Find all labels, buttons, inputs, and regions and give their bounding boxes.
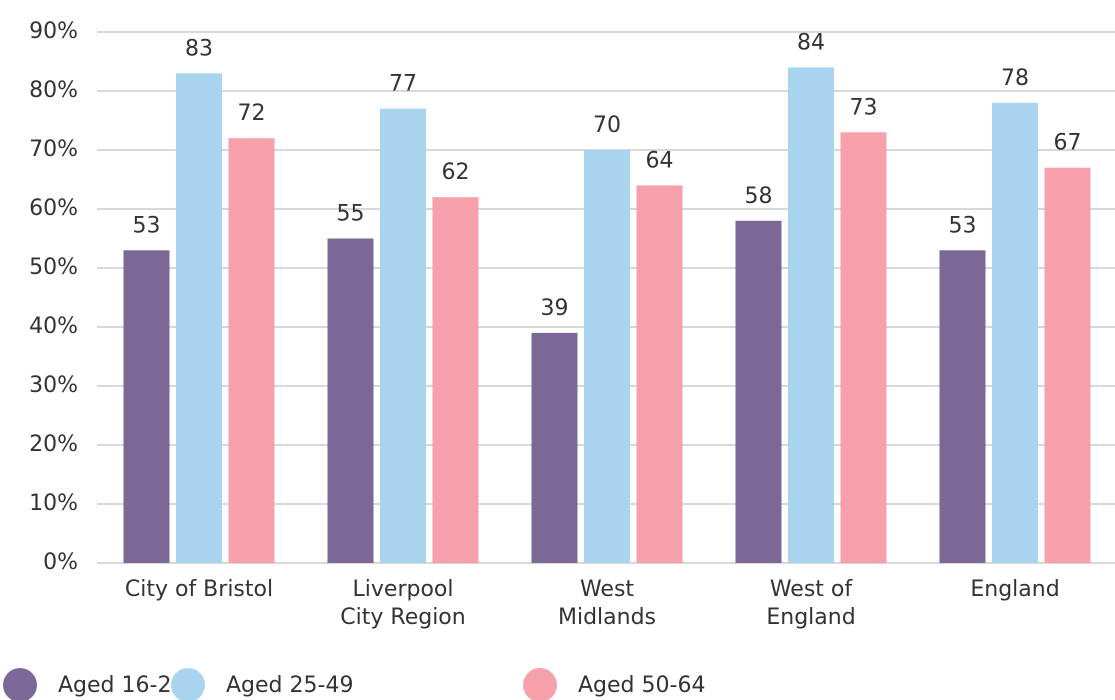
- legend-marker: [171, 668, 205, 700]
- data-label: 53: [949, 213, 977, 238]
- y-tick-label: 0%: [43, 550, 78, 575]
- bar: [123, 250, 170, 564]
- legend-marker: [3, 668, 37, 700]
- bar: [992, 102, 1038, 564]
- bar: [788, 67, 834, 564]
- y-tick-label: 80%: [29, 78, 78, 103]
- x-tick-label: West Midlands: [557, 577, 657, 630]
- data-label: 53: [133, 213, 161, 238]
- y-tick-label: 90%: [29, 19, 78, 44]
- y-tick-label: 70%: [29, 137, 78, 162]
- data-label: 84: [797, 30, 825, 55]
- y-tick-label: 50%: [29, 255, 78, 280]
- data-label: 58: [745, 184, 773, 209]
- data-label: 70: [593, 113, 621, 138]
- legend-marker: [523, 668, 557, 700]
- y-tick-label: 60%: [29, 196, 78, 221]
- bar: [432, 197, 479, 563]
- bar: [327, 238, 374, 563]
- data-label: 73: [850, 95, 878, 120]
- bar: [636, 185, 683, 563]
- data-label: 72: [238, 101, 266, 126]
- bar: [1044, 167, 1091, 563]
- bar: [735, 220, 782, 564]
- data-label: 83: [185, 36, 213, 61]
- legend-label: Aged 25-49: [226, 673, 353, 698]
- bar: [380, 108, 426, 563]
- data-label: 78: [1001, 66, 1029, 91]
- y-tick-label: 20%: [29, 432, 78, 457]
- data-label: 77: [389, 72, 417, 97]
- data-label: 67: [1054, 131, 1082, 156]
- legend-label: Aged 50-64: [578, 673, 705, 698]
- bar: [939, 250, 986, 564]
- x-tick-label: England: [970, 577, 1060, 602]
- x-tick-label: City of Bristol: [124, 577, 274, 602]
- x-tick-label: West of England: [766, 577, 856, 630]
- legend-label: Aged 16-24: [58, 673, 185, 698]
- y-tick-label: 10%: [29, 491, 78, 516]
- bar: [176, 73, 222, 564]
- data-label: 64: [646, 148, 674, 173]
- x-tick-label: Liverpool City Region: [340, 577, 466, 630]
- bar: [228, 138, 275, 563]
- bar: [584, 150, 630, 563]
- data-label: 62: [442, 160, 470, 185]
- data-label: 55: [337, 202, 365, 227]
- y-tick-label: 30%: [29, 373, 78, 398]
- bar: [531, 332, 578, 563]
- y-tick-label: 40%: [29, 314, 78, 339]
- data-label: 39: [541, 296, 569, 321]
- bar: [840, 132, 887, 564]
